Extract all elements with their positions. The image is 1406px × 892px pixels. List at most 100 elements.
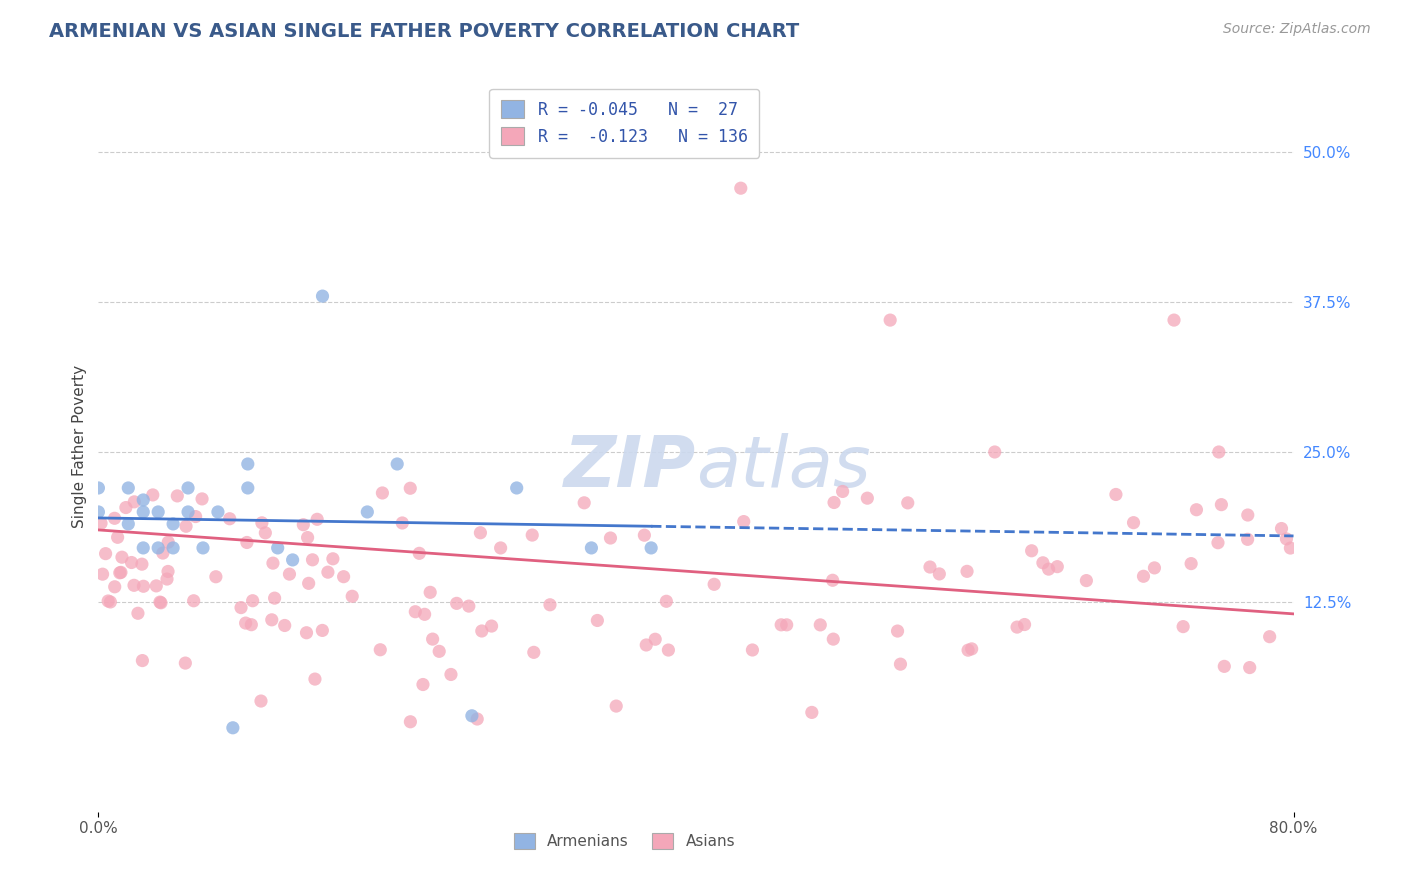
Text: ARMENIAN VS ASIAN SINGLE FATHER POVERTY CORRELATION CHART: ARMENIAN VS ASIAN SINGLE FATHER POVERTY … (49, 22, 800, 41)
Point (633, 528, 655, 542)
Point (1185, 502, 1208, 516)
Point (1270, 522, 1292, 536)
Point (956, 565, 979, 579)
Text: atlas: atlas (696, 434, 870, 502)
Point (889, 657, 911, 672)
Point (1180, 557, 1202, 571)
Point (94, 547, 117, 561)
Point (281, 553, 304, 567)
Point (152, 546, 174, 560)
Point (1236, 533, 1258, 547)
Point (166, 489, 188, 503)
Point (821, 574, 844, 588)
Point (506, 481, 529, 495)
Point (1021, 543, 1043, 558)
Point (446, 596, 468, 610)
Point (177, 481, 200, 495)
Point (174, 656, 197, 670)
Point (250, 694, 273, 708)
Point (1163, 313, 1185, 327)
Point (149, 595, 172, 609)
Point (183, 594, 205, 608)
Point (295, 625, 318, 640)
Point (110, 566, 132, 580)
Point (644, 632, 666, 647)
Point (427, 644, 450, 658)
Point (408, 546, 430, 560)
Point (465, 712, 488, 726)
Point (1046, 559, 1069, 574)
Point (1122, 516, 1144, 530)
Point (522, 528, 544, 542)
Point (191, 491, 214, 506)
Point (157, 535, 180, 549)
Point (481, 619, 503, 633)
Point (879, 313, 901, 327)
Point (222, 721, 245, 735)
Point (457, 599, 479, 613)
Point (404, 605, 426, 619)
Point (808, 618, 831, 632)
Point (235, 616, 257, 631)
Point (322, 551, 344, 566)
Point (191, 541, 214, 555)
Point (1275, 532, 1298, 546)
Point (572, 496, 595, 510)
Point (1211, 498, 1233, 512)
Point (371, 486, 394, 500)
Point (292, 517, 315, 532)
Point (470, 525, 492, 540)
Point (657, 643, 679, 657)
Point (391, 516, 413, 530)
Point (1076, 574, 1098, 588)
Point (127, 607, 149, 621)
Point (250, 516, 273, 530)
Point (1258, 630, 1281, 644)
Point (278, 567, 301, 582)
Point (1105, 487, 1128, 501)
Point (205, 570, 228, 584)
Point (399, 714, 422, 729)
Point (90, 516, 112, 531)
Point (111, 550, 134, 565)
Point (1239, 660, 1261, 674)
Point (145, 579, 167, 593)
Point (419, 585, 441, 599)
Point (240, 617, 263, 632)
Point (586, 614, 609, 628)
Point (316, 565, 339, 579)
Point (332, 570, 354, 584)
Point (262, 556, 284, 570)
Point (730, 181, 752, 195)
Point (1005, 620, 1028, 634)
Point (104, 580, 127, 594)
Point (800, 706, 823, 720)
Point (928, 566, 950, 581)
Point (236, 535, 259, 549)
Point (87, 481, 110, 495)
Point (148, 505, 170, 519)
Point (236, 457, 259, 471)
Point (260, 613, 283, 627)
Point (1213, 659, 1236, 673)
Text: ZIP: ZIP (564, 434, 696, 502)
Point (1206, 535, 1229, 549)
Point (823, 632, 845, 647)
Point (831, 484, 853, 499)
Point (124, 495, 146, 509)
Point (162, 541, 184, 555)
Point (132, 492, 155, 507)
Point (132, 505, 155, 519)
Point (770, 617, 793, 632)
Point (1279, 541, 1302, 555)
Point (229, 600, 252, 615)
Point (218, 512, 240, 526)
Point (121, 556, 143, 570)
Point (918, 560, 941, 574)
Point (523, 645, 546, 659)
Point (131, 557, 153, 571)
Point (107, 530, 129, 544)
Point (960, 641, 983, 656)
Point (471, 624, 494, 638)
Point (640, 541, 662, 555)
